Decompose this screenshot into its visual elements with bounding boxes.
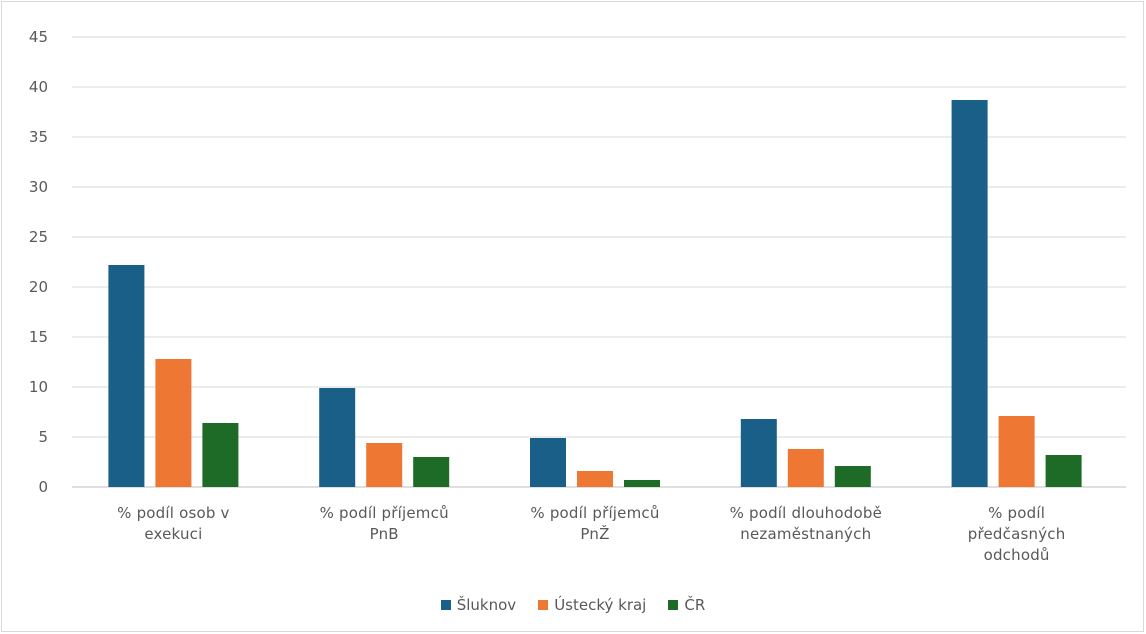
- x-category-label: PnŽ: [580, 524, 609, 543]
- legend-label: ČR: [684, 596, 706, 614]
- legend: Šluknov Ústecký kraj ČR: [0, 596, 1146, 614]
- bar: [155, 359, 192, 487]
- bar: [413, 457, 450, 487]
- bars: [108, 100, 1082, 487]
- y-tick-label: 10: [29, 378, 48, 396]
- y-axis-ticks: 0 5 10 15 20 25 30 35 40 45: [29, 28, 48, 496]
- bar: [366, 443, 403, 487]
- bar: [951, 100, 988, 487]
- y-tick-label: 25: [29, 228, 48, 246]
- legend-label: Ústecký kraj: [554, 596, 647, 614]
- x-category-label: předčasných: [968, 525, 1066, 543]
- y-tick-label: 35: [29, 128, 48, 146]
- bar: [624, 480, 660, 487]
- y-tick-label: 0: [38, 478, 48, 496]
- y-tick-label: 40: [29, 78, 48, 96]
- bar: [740, 419, 777, 487]
- legend-swatch: [538, 600, 549, 610]
- bar: [998, 416, 1035, 487]
- y-tick-label: 20: [29, 278, 48, 296]
- bar: [834, 466, 871, 487]
- bar-chart: 0 5 10 15 20 25 30 35 40 45 % podíl osob v exekuci…: [29, 28, 1126, 564]
- x-category-label: PnB: [370, 525, 399, 543]
- bar: [1045, 455, 1082, 487]
- gridlines: [72, 36, 1126, 488]
- legend-item: ČR: [668, 596, 705, 614]
- x-category-label: exekuci: [144, 525, 202, 543]
- legend-item: Šluknov: [440, 596, 517, 614]
- bar: [577, 471, 613, 487]
- x-category-label: % podíl osob v: [117, 504, 229, 522]
- x-category-label: odchodů: [984, 546, 1050, 564]
- bar: [202, 423, 239, 487]
- y-tick-label: 45: [29, 28, 48, 46]
- legend-label: Šluknov: [456, 596, 517, 614]
- bar: [108, 265, 145, 487]
- x-category-label: % podíl dlouhodobě: [730, 504, 882, 522]
- y-tick-label: 15: [29, 328, 48, 346]
- x-category-label: % podíl příjemců: [320, 504, 449, 522]
- x-category-label: % podíl: [988, 504, 1045, 522]
- legend-item: Ústecký kraj: [538, 596, 646, 614]
- bar: [787, 449, 824, 487]
- bar: [319, 388, 356, 487]
- legend-swatch: [668, 600, 679, 610]
- y-tick-label: 5: [38, 428, 48, 446]
- bar: [530, 438, 566, 487]
- y-tick-label: 30: [29, 178, 48, 196]
- legend-swatch: [440, 600, 451, 610]
- x-axis-categories: % podíl osob v exekuci % podíl příjemců PnB…: [117, 504, 1065, 564]
- x-category-label: nezaměstnaných: [740, 525, 871, 543]
- x-category-label: % podíl příjemců: [530, 504, 659, 522]
